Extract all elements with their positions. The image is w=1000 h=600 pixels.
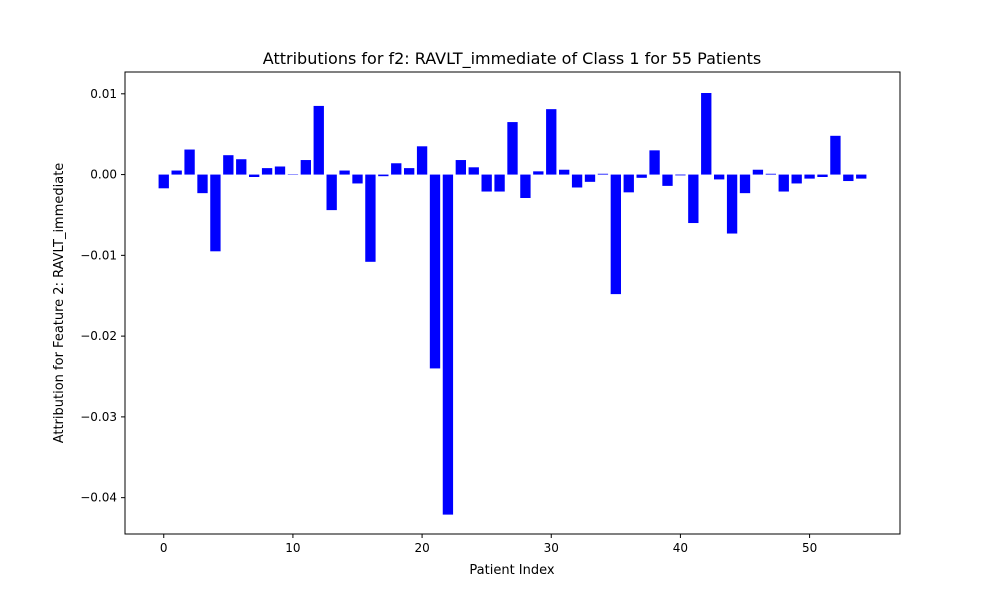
bar-patient-37 xyxy=(636,174,647,178)
bar-patient-54 xyxy=(856,174,867,179)
bar-patient-23 xyxy=(455,160,466,175)
bar-patient-41 xyxy=(688,174,699,224)
bars-group xyxy=(158,93,867,515)
bar-patient-14 xyxy=(339,170,350,175)
bar-patient-1 xyxy=(171,170,182,175)
y-tick-label: 0.01 xyxy=(90,87,117,101)
x-tick-label: 40 xyxy=(673,541,688,555)
bar-patient-35 xyxy=(610,174,621,295)
y-tick-label: −0.01 xyxy=(80,248,117,262)
y-tick-label: −0.02 xyxy=(80,329,117,343)
bar-patient-2 xyxy=(184,149,195,175)
bar-patient-29 xyxy=(533,171,544,175)
bar-patient-6 xyxy=(236,159,247,175)
x-axis-ticks: 0 10 20 30 40 50 xyxy=(160,534,817,555)
bar-patient-51 xyxy=(817,174,828,177)
bar-patient-13 xyxy=(326,174,337,211)
bar-patient-15 xyxy=(352,174,363,184)
chart-title: Attributions for f2: RAVLT_immediate of … xyxy=(263,49,761,69)
x-tick-label: 10 xyxy=(285,541,300,555)
y-tick-label: 0.00 xyxy=(90,168,117,182)
bar-patient-44 xyxy=(726,174,738,234)
bar-patient-5 xyxy=(223,155,234,175)
bar-patient-3 xyxy=(197,174,208,194)
y-tick-label: −0.04 xyxy=(80,491,117,505)
bar-patient-18 xyxy=(391,163,402,175)
bar-patient-24 xyxy=(468,167,479,175)
bar-patient-11 xyxy=(300,160,311,175)
y-tick-label: −0.03 xyxy=(80,410,117,424)
bar-patient-49 xyxy=(791,174,802,184)
bar-patient-38 xyxy=(649,150,660,175)
x-axis-label: Patient Index xyxy=(469,563,554,578)
bar-patient-42 xyxy=(701,93,712,175)
bar-patient-27 xyxy=(507,122,518,175)
bar-patient-33 xyxy=(584,174,596,182)
bar-patient-4 xyxy=(210,174,221,252)
x-tick-label: 0 xyxy=(160,541,168,555)
bar-patient-50 xyxy=(804,174,815,179)
bar-patient-43 xyxy=(714,174,725,180)
bar-patient-16 xyxy=(365,174,376,262)
bar-patient-7 xyxy=(249,174,260,177)
bar-patient-20 xyxy=(416,146,428,175)
bar-patient-25 xyxy=(481,174,492,192)
bar-patient-21 xyxy=(429,174,441,369)
bar-patient-22 xyxy=(442,174,454,515)
bar-patient-26 xyxy=(494,174,505,192)
bar-patient-40 xyxy=(675,174,686,176)
bar-patient-48 xyxy=(778,174,789,192)
bar-patient-28 xyxy=(520,174,531,198)
bar-patient-0 xyxy=(158,174,169,189)
bar-patient-53 xyxy=(843,174,854,182)
bar-patient-47 xyxy=(765,173,776,175)
x-tick-label: 30 xyxy=(544,541,559,555)
bar-patient-30 xyxy=(546,109,557,175)
bar-patient-19 xyxy=(404,168,415,175)
bar-patient-8 xyxy=(261,168,273,175)
plot-frame xyxy=(124,71,901,535)
bar-patient-46 xyxy=(752,169,764,175)
bar-patient-45 xyxy=(739,174,751,194)
x-tick-label: 20 xyxy=(414,541,429,555)
x-tick-label: 50 xyxy=(802,541,817,555)
bar-patient-9 xyxy=(274,166,286,175)
bar-patient-17 xyxy=(378,174,389,177)
bar-patient-52 xyxy=(830,135,841,175)
bar-patient-36 xyxy=(623,174,634,193)
bar-patient-32 xyxy=(571,174,583,188)
bar-patient-12 xyxy=(313,105,324,175)
bar-patient-39 xyxy=(662,174,673,186)
bar-patient-34 xyxy=(597,173,609,175)
bar-patient-31 xyxy=(559,169,570,175)
y-axis-label: Attribution for Feature 2: RAVLT_immedia… xyxy=(52,163,67,444)
y-axis-ticks: 0.01 0.00 −0.01 −0.02 −0.03 −0.04 xyxy=(80,87,125,505)
